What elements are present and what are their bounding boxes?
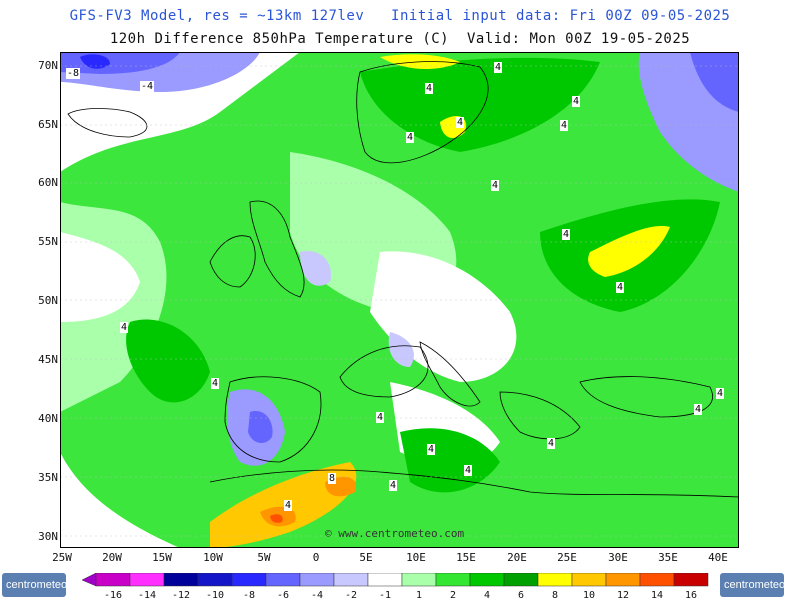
lat-label: 55N bbox=[38, 235, 58, 248]
watermark: © www.centrometeo.com bbox=[325, 527, 465, 540]
legend-tick: -8 bbox=[242, 590, 256, 601]
contour-label: 4 bbox=[562, 229, 571, 240]
legend-swatch bbox=[333, 573, 369, 587]
lon-label: 10E bbox=[406, 551, 426, 564]
legend-swatch bbox=[367, 573, 403, 587]
legend-tick: 8 bbox=[551, 590, 559, 601]
legend-tick: 12 bbox=[616, 590, 630, 601]
lat-label: 65N bbox=[38, 118, 58, 131]
legend-swatch bbox=[129, 573, 165, 587]
centrometeo-logo-right: centrometeo bbox=[720, 573, 785, 597]
contour-label: -4 bbox=[140, 81, 155, 92]
contour-label: 8 bbox=[328, 473, 337, 484]
contour-label: 4 bbox=[464, 465, 473, 476]
graticule bbox=[60, 65, 739, 537]
legend-swatch bbox=[639, 573, 675, 587]
legend-swatch bbox=[571, 573, 607, 587]
legend-tick: 14 bbox=[650, 590, 664, 601]
contour-label: 4 bbox=[406, 132, 415, 143]
contour-label: 4 bbox=[716, 388, 725, 399]
lon-label: 35E bbox=[658, 551, 678, 564]
legend-tick: -16 bbox=[103, 590, 123, 601]
lon-label: 30E bbox=[608, 551, 628, 564]
legend-swatch bbox=[673, 573, 709, 587]
legend-tick: 2 bbox=[449, 590, 457, 601]
contour-label: 4 bbox=[376, 412, 385, 423]
contour-label: 4 bbox=[560, 120, 569, 131]
legend-swatch bbox=[197, 573, 233, 587]
legend-swatch bbox=[299, 573, 335, 587]
lon-label: 20W bbox=[102, 551, 122, 564]
legend-swatch bbox=[469, 573, 505, 587]
legend-tick: 1 bbox=[415, 590, 423, 601]
warm-anomaly-north-africa bbox=[210, 462, 357, 548]
legend-tick: -12 bbox=[171, 590, 191, 601]
map-plot bbox=[60, 52, 739, 548]
lon-label: 5W bbox=[257, 551, 271, 564]
legend-swatch bbox=[503, 573, 539, 587]
legend-tick: 4 bbox=[483, 590, 491, 601]
lon-label: 0 bbox=[312, 551, 320, 564]
lat-label: 60N bbox=[38, 176, 58, 189]
lon-label: 20E bbox=[507, 551, 527, 564]
contour-label: 4 bbox=[456, 117, 465, 128]
contour-label: 4 bbox=[694, 404, 703, 415]
legend-swatch bbox=[81, 573, 97, 587]
lon-label: 15E bbox=[456, 551, 476, 564]
model-title: GFS-FV3 Model, res = ~13km 127lev Initia… bbox=[69, 8, 731, 24]
legend-swatch bbox=[265, 573, 301, 587]
lon-label: 10W bbox=[203, 551, 223, 564]
legend-swatch bbox=[163, 573, 199, 587]
legend-swatch bbox=[95, 573, 131, 587]
lat-label: 30N bbox=[38, 530, 58, 543]
color-legend bbox=[81, 573, 757, 587]
legend-swatch bbox=[231, 573, 267, 587]
contour-label: 4 bbox=[427, 444, 436, 455]
lat-label: 40N bbox=[38, 412, 58, 425]
centrometeo-logo-left: centrometeo bbox=[2, 573, 67, 597]
lon-label: 25E bbox=[557, 551, 577, 564]
contour-label: 4 bbox=[494, 62, 503, 73]
contour-label: 4 bbox=[616, 282, 625, 293]
legend-tick: 16 bbox=[684, 590, 698, 601]
lat-label: 45N bbox=[38, 353, 58, 366]
contour-label: -8 bbox=[66, 68, 81, 79]
lon-label: 15W bbox=[152, 551, 172, 564]
contour-label: 4 bbox=[120, 322, 129, 333]
contour-label: 4 bbox=[491, 180, 500, 191]
contour-label: 4 bbox=[572, 96, 581, 107]
lon-label: 40E bbox=[708, 551, 728, 564]
legend-swatch bbox=[537, 573, 573, 587]
contour-label: 4 bbox=[425, 83, 434, 94]
legend-swatch bbox=[435, 573, 471, 587]
lat-label: 50N bbox=[38, 294, 58, 307]
lat-label: 70N bbox=[38, 59, 58, 72]
legend-tick: -1 bbox=[378, 590, 392, 601]
lat-label: 35N bbox=[38, 471, 58, 484]
contour-label: 4 bbox=[547, 438, 556, 449]
legend-tick: -2 bbox=[344, 590, 358, 601]
contour-label: 4 bbox=[211, 378, 220, 389]
coastlines bbox=[67, 61, 739, 498]
legend-tick: -14 bbox=[137, 590, 157, 601]
legend-swatch bbox=[605, 573, 641, 587]
legend-tick: -10 bbox=[205, 590, 225, 601]
lon-label: 5E bbox=[359, 551, 373, 564]
contour-label: 4 bbox=[389, 480, 398, 491]
warm-anomaly-russia bbox=[588, 226, 670, 277]
field-title: 120h Difference 850hPa Temperature (C) V… bbox=[109, 31, 691, 47]
legend-tick: -6 bbox=[276, 590, 290, 601]
legend-tick: -4 bbox=[310, 590, 324, 601]
lon-label: 25W bbox=[52, 551, 72, 564]
legend-swatch bbox=[401, 573, 437, 587]
legend-tick: 6 bbox=[517, 590, 525, 601]
legend-tick: 10 bbox=[582, 590, 596, 601]
contour-label: 4 bbox=[284, 500, 293, 511]
